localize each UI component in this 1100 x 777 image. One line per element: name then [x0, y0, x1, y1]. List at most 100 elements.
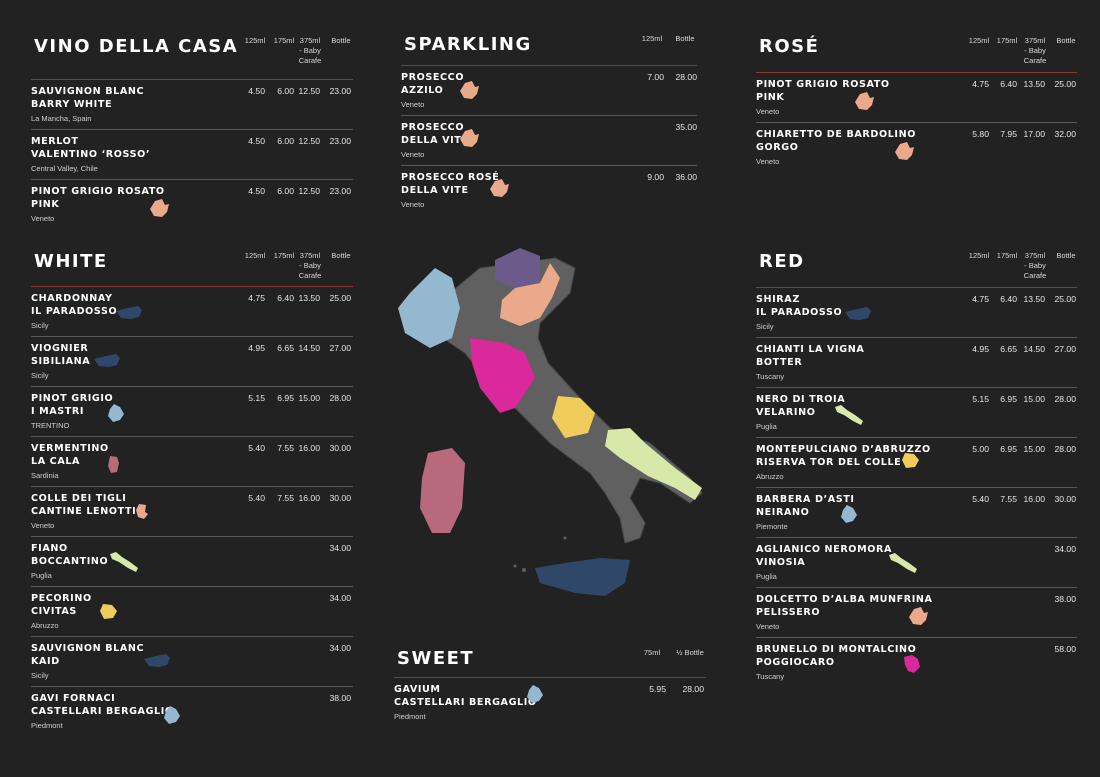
price-375ml: 15.00 [1023, 444, 1045, 454]
price-bottle: 58.00 [1054, 644, 1076, 654]
wine-row: BRUNELLO DI MONTALCINO POGGIOCARO Tuscany 5… [756, 637, 1077, 687]
wine-name-line: SAUVIGNON BLANC [31, 643, 145, 654]
region-map-icon [108, 404, 124, 422]
region-map-icon [108, 456, 119, 473]
wine-name: GAVIUM CASTELLARI BERGAGLIO [394, 683, 537, 709]
region-map-icon [164, 706, 180, 724]
wine-name: PINOT GRIGIO ROSATO PINK [31, 185, 165, 211]
map-sardinia [420, 448, 465, 533]
wine-row: SAUVIGNON BLANC BARRY WHITE La Mancha, Spa… [31, 79, 353, 129]
wine-region: Abruzzo [756, 472, 784, 481]
price-125ml: 5.15 [248, 393, 265, 403]
wine-name: PROSECCO ROSÉ DELLA VITE [401, 171, 499, 197]
wine-row: COLLE DEI TIGLI CANTINE LENOTTI Veneto 5.40… [31, 486, 353, 536]
wine-name: NERO DI TROIA VELARINO [756, 393, 845, 419]
wine-name: AGLIANICO NEROMORA VINOSIA [756, 543, 892, 569]
price-125ml: 4.75 [972, 294, 989, 304]
wine-name-line: KAID [31, 656, 60, 667]
wine-name-line: VIOGNIER [31, 343, 89, 354]
wine-region: Veneto [31, 214, 55, 223]
wine-name-line: POGGIOCARO [756, 657, 835, 668]
wine-name: PINOT GRIGIO ROSATO PINK [756, 78, 890, 104]
wine-row: MERLOT VALENTINO ‘ROSSO’ Central Valley, C… [31, 129, 353, 179]
price-175ml: 7.95 [1000, 129, 1017, 139]
price-75ml: 5.95 [649, 684, 666, 694]
price-bottle: 38.00 [329, 693, 351, 703]
price-125ml: 5.40 [972, 494, 989, 504]
column-header: 375ml - Baby Carafe [298, 251, 322, 280]
wine-name-line: SAUVIGNON BLANC [31, 86, 145, 97]
wine-row: PROSECCO ROSÉ DELLA VITE Veneto 9.00 36.00 [401, 165, 697, 215]
wine-region: Veneto [401, 150, 425, 159]
column-header: 175ml [996, 251, 1018, 260]
wine-region: Veneto [756, 622, 780, 631]
price-bottle: 28.00 [675, 72, 697, 82]
section-title: SPARKLING [404, 34, 532, 55]
price-bottle: 36.00 [675, 172, 697, 182]
wine-name: FIANO BOCCANTINO [31, 542, 108, 568]
region-map-icon [490, 179, 509, 197]
section-title: ROSÉ [759, 36, 820, 57]
wine-row: GAVIUM CASTELLARI BERGAGLIO Piedmont 5.95 28… [394, 677, 706, 727]
price-375ml: 13.50 [1023, 294, 1045, 304]
wine-name-line: GAVI FORNACI [31, 693, 116, 704]
price-bottle: 23.00 [329, 186, 351, 196]
wine-row: DOLCETTO D’ALBA MUNFRINA PELISSERO Veneto 3… [756, 587, 1077, 637]
wine-name-line: CHIARETTO DE BARDOLINO [756, 129, 916, 140]
wine-name-line: PROSECCO [401, 72, 465, 83]
wine-region: TRENTINO [31, 421, 70, 430]
wine-name: BRUNELLO DI MONTALCINO POGGIOCARO [756, 643, 916, 669]
price-125ml: 5.15 [972, 394, 989, 404]
column-header: 125ml [968, 36, 990, 45]
wine-name-line: VINOSIA [756, 557, 806, 568]
price-bottle: 32.00 [1054, 129, 1076, 139]
region-map-icon [460, 81, 479, 99]
section-title: SWEET [397, 648, 475, 669]
price-375ml: 13.50 [298, 293, 320, 303]
wine-name-line: NERO DI TROIA [756, 394, 846, 405]
price-bottle: 28.00 [1054, 394, 1076, 404]
wine-region: Piedmont [31, 721, 63, 730]
wine-name-line: PECORINO [31, 593, 92, 604]
price-bottle: 34.00 [329, 643, 351, 653]
wine-region: Piedmont [394, 712, 426, 721]
price-125ml: 5.40 [248, 443, 265, 453]
price-175ml: 6.00 [277, 86, 294, 96]
wine-region: Veneto [31, 521, 55, 530]
wine-name-line: IL PARADOSSO [31, 306, 118, 317]
map-sicily [535, 558, 630, 596]
price-175ml: 7.55 [277, 493, 294, 503]
price-bottle: 25.00 [1054, 294, 1076, 304]
wine-region: Veneto [401, 200, 425, 209]
price-175ml: 6.40 [277, 293, 294, 303]
price-175ml: 6.95 [277, 393, 294, 403]
column-header: 375ml - Baby Carafe [1023, 36, 1047, 65]
wine-name-line: AGLIANICO NEROMORA [756, 544, 892, 555]
wine-name-line: PROSECCO ROSÉ [401, 172, 500, 183]
section-title: WHITE [34, 251, 108, 272]
wine-name: DOLCETTO D’ALBA MUNFRINA PELISSERO [756, 593, 933, 619]
price-bottle: 23.00 [329, 86, 351, 96]
wine-name-line: RISERVA TOR DEL COLLE [756, 457, 902, 468]
italy-map [398, 248, 703, 596]
section-title: RED [759, 251, 805, 272]
wine-name-line: SHIRAZ [756, 294, 800, 305]
wine-name: PROSECCO DELLA VITE [401, 121, 469, 147]
wine-name-line: FIANO [31, 543, 68, 554]
price-175ml: 6.40 [1000, 79, 1017, 89]
price-375ml: 15.00 [1023, 394, 1045, 404]
wine-name-line: CASTELLARI BERGAGLIO [394, 697, 537, 708]
wine-name-line: BOTTER [756, 357, 803, 368]
wine-name-line: I MASTRI [31, 406, 85, 417]
map-trentino [495, 248, 540, 288]
price-175ml: 6.40 [1000, 294, 1017, 304]
price-125ml: 5.40 [248, 493, 265, 503]
price-bottle: 28.00 [682, 684, 704, 694]
wine-row: BARBERA D’ASTI NEIRANO Piemonte 5.40 7.55 16.… [756, 487, 1077, 537]
wine-name-line: LA CALA [31, 456, 81, 467]
wine-name-line: CHARDONNAY [31, 293, 113, 304]
price-bottle: 30.00 [329, 443, 351, 453]
region-map-icon [909, 607, 928, 625]
wine-name-line: BARRY WHITE [31, 99, 113, 110]
region-map-icon [895, 142, 914, 160]
